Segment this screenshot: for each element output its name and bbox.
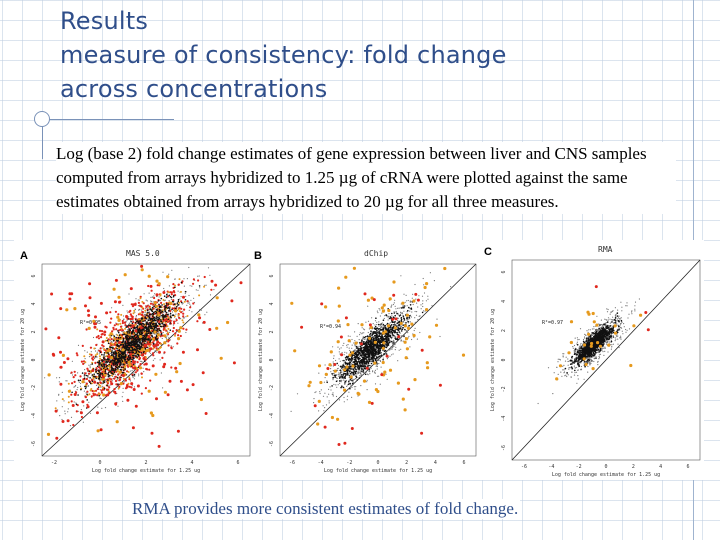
svg-text:-6: -6 [289,460,295,466]
svg-text:Log fold change estimate for 2: Log fold change estimate for 20 ug [258,309,264,411]
slide-title: Results measure of consistency: fold cha… [60,4,680,106]
svg-text:-6: -6 [269,441,275,447]
svg-text:Log fold change estimate for 1: Log fold change estimate for 1.25 ug [324,468,432,474]
svg-text:4: 4 [190,460,193,466]
svg-text:-2: -2 [31,385,37,391]
title-underline [44,119,174,120]
svg-text:0: 0 [98,460,101,466]
svg-text:6: 6 [462,460,465,466]
svg-text:2: 2 [31,330,37,333]
decor-vertical-line [42,119,43,159]
panel-c-title: RMA [598,245,613,254]
panel-b: B dChip 6 4 2 0 -2 -4 -6 -6 -4 -2 0 2 4 6 Log fold cha… [250,240,490,480]
svg-text:-4: -4 [318,460,324,466]
svg-text:6: 6 [269,274,275,277]
svg-text:0: 0 [269,358,275,361]
svg-text:2: 2 [405,460,408,466]
panel-a: A MAS 5.0 6 4 2 0 -2 -4 -6 -2 0 2 4 6 Log fold chang… [14,240,254,480]
svg-text:6: 6 [236,460,239,466]
panel-a-letter: A [20,250,28,262]
panel-b-letter: B [254,250,262,262]
svg-text:-6: -6 [31,441,37,447]
svg-text:Log fold change estimate for 2: Log fold change estimate for 20 ug [20,309,26,411]
panel-a-scatter: 6 4 2 0 -2 -4 -6 -2 0 2 4 6 Log fold change estimate… [20,263,251,474]
panel-b-scatter: 6 4 2 0 -2 -4 -6 -6 -4 -2 0 2 4 6 Log fold change esti… [258,263,477,474]
svg-text:6: 6 [31,274,37,277]
svg-text:R²=0.94: R²=0.94 [320,324,341,330]
decor-circle [34,111,50,127]
title-line-3: across concentrations [60,75,328,103]
svg-text:-4: -4 [31,413,37,419]
svg-text:4: 4 [269,302,275,305]
svg-text:4: 4 [31,302,37,305]
svg-text:R²=0.95: R²=0.95 [80,320,101,326]
panel-c-letter: C [484,246,492,258]
svg-text:Log fold change estimate for 1: Log fold change estimate for 1.25 ug [92,468,200,474]
svg-text:0: 0 [376,460,379,466]
svg-text:2: 2 [269,330,275,333]
caption-text: RMA provides more consistent estimates o… [130,499,521,519]
panel-a-title: MAS 5.0 [126,249,160,258]
svg-text:-2: -2 [269,385,275,391]
svg-text:-2: -2 [51,460,57,466]
svg-text:-4: -4 [269,413,275,419]
title-line-1: Results [60,7,149,35]
panel-c: C RMA 6 4 2 0 -2 -4 -6 -6 -4 -2 0 2 4 6 Log fold chang… [482,240,704,480]
title-line-2: measure of consistency: fold change [60,41,507,69]
svg-text:4: 4 [434,460,437,466]
figure-panels: A MAS 5.0 6 4 2 0 -2 -4 -6 -2 0 2 4 6 Log fold chang… [14,240,704,480]
panel-b-title: dChip [364,249,389,258]
plot-area: 6 4 2 0 -2 -4 -6 -6 -4 -2 0 2 4 6 Log fold change esti… [258,263,477,474]
body-text: Log (base 2) fold change estimates of ge… [56,142,676,214]
svg-text:0: 0 [31,358,37,361]
plot-area: 6 4 2 0 -2 -4 -6 -2 0 2 4 6 Log fold change estimate… [20,263,251,474]
svg-text:2: 2 [144,460,147,466]
svg-text:-2: -2 [346,460,352,466]
